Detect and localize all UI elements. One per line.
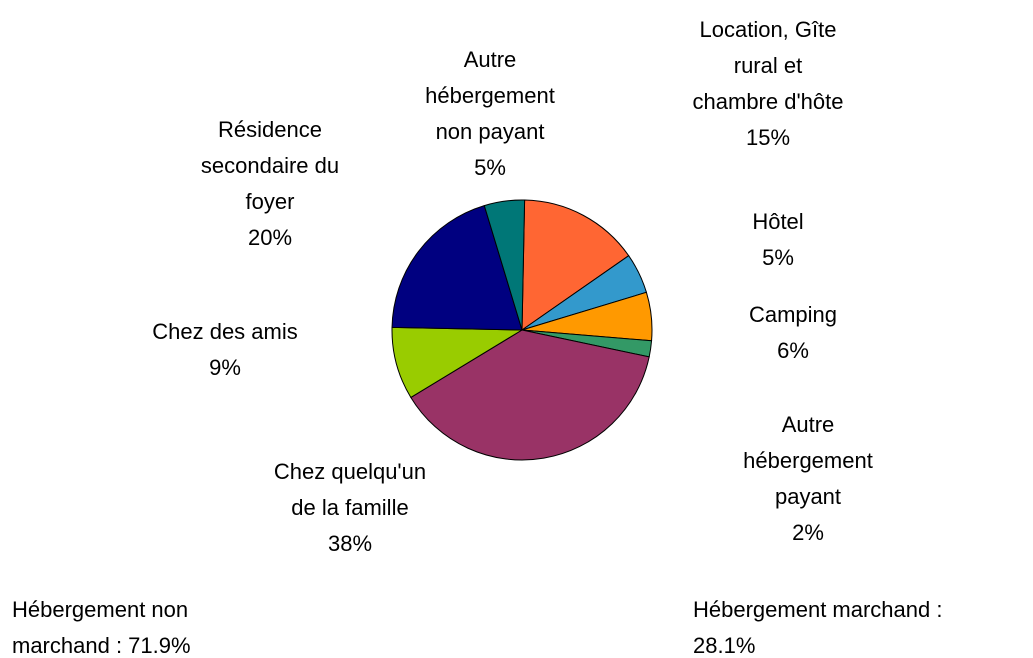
value-label: 38% — [327, 531, 373, 556]
slice-label: Camping 6% — [749, 297, 837, 369]
pie-slice — [410, 329, 650, 461]
slice-label: Résidence secondaire du foyer 20% — [201, 112, 339, 256]
slice-label: Location, Gîte rural et chambre d'hôte 15… — [693, 12, 844, 156]
pie-slice — [521, 199, 630, 331]
category-label: Résidence secondaire du foyer — [200, 117, 340, 214]
value-label: 6% — [777, 338, 809, 363]
slice-label: Hôtel 5% — [752, 204, 803, 276]
category-label: Hôtel — [752, 209, 804, 234]
pie-slice — [483, 199, 526, 331]
pie-slice — [391, 204, 523, 331]
category-label: Camping — [748, 302, 838, 327]
value-label: 9% — [209, 355, 241, 380]
value-label: 2% — [792, 520, 824, 545]
annotation: Hébergement marchand : 28.1% — [693, 597, 943, 658]
category-label: Autre hébergement payant — [743, 412, 873, 509]
slice-label: Autre hébergement non payant 5% — [425, 42, 555, 186]
value-label: 20% — [247, 225, 293, 250]
slice-label: Chez des amis 9% — [152, 314, 298, 386]
slice-label: Chez quelqu'un de la famille 38% — [274, 454, 426, 562]
category-label: Chez des amis — [152, 319, 298, 344]
value-label: 5% — [762, 245, 794, 270]
slice-label: Autre hébergement payant 2% — [743, 407, 873, 551]
category-label: Chez quelqu'un de la famille — [273, 459, 427, 520]
value-label: 5% — [474, 155, 506, 180]
annotation: Hébergement non marchand : 71.9% — [12, 597, 191, 658]
category-label: Autre hébergement non payant — [425, 47, 555, 144]
category-label: Location, Gîte rural et chambre d'hôte — [692, 17, 844, 114]
value-label: 15% — [745, 125, 791, 150]
